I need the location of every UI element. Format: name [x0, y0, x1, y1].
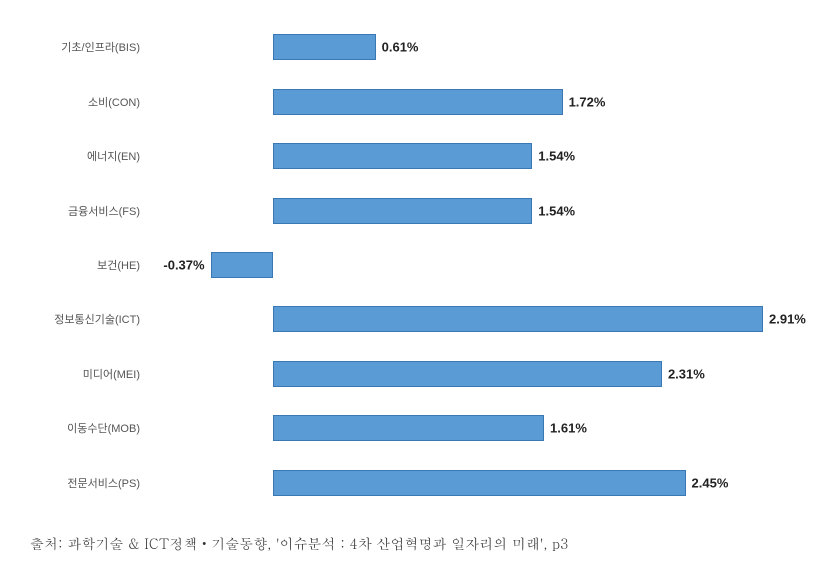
bar	[273, 198, 532, 224]
bar-row: 2.45%	[155, 470, 795, 496]
bar-value-label: 1.54%	[538, 149, 575, 164]
plot-area: 0.61% 1.72% 1.54% 1.54% -0.37% 2.91% 2.31% 1.61…	[155, 20, 795, 510]
y-axis-label: 이동수단(MOB)	[67, 420, 140, 436]
y-axis-labels: 기초/인프라(BIS) 소비(CON) 에너지(EN) 금융서비스(FS) 보건(HE)…	[10, 20, 150, 510]
bar-value-label: 1.61%	[550, 421, 587, 436]
bar-value-label: 1.54%	[538, 203, 575, 218]
bar-value-label: 0.61%	[382, 40, 419, 55]
bar-value-label: -0.37%	[163, 258, 204, 273]
bar-row: 1.61%	[155, 415, 795, 441]
bar	[273, 415, 544, 441]
bar-row: 2.31%	[155, 361, 795, 387]
bar-row: 2.91%	[155, 306, 795, 332]
y-axis-label: 미디어(MEI)	[83, 366, 140, 382]
bar-row: 1.54%	[155, 198, 795, 224]
bar	[211, 252, 273, 278]
bar-row: 0.61%	[155, 34, 795, 60]
bar	[273, 89, 563, 115]
y-axis-label: 전문서비스(PS)	[67, 475, 140, 491]
y-axis-label: 금융서비스(FS)	[68, 203, 140, 219]
source-note: 출처: 과학기술 & ICT정책・기술동향, '이슈분석 : 4차 산업혁명과 …	[30, 533, 800, 554]
bar-value-label: 1.72%	[569, 94, 606, 109]
bar-value-label: 2.31%	[668, 366, 705, 381]
bar-row: 1.54%	[155, 143, 795, 169]
bar	[273, 361, 662, 387]
bar-value-label: 2.45%	[692, 475, 729, 490]
bar	[273, 34, 376, 60]
bar	[273, 143, 532, 169]
bar-value-label: 2.91%	[769, 312, 806, 327]
bar	[273, 306, 763, 332]
y-axis-label: 에너지(EN)	[87, 148, 140, 164]
y-axis-label: 기초/인프라(BIS)	[61, 39, 140, 55]
y-axis-label: 정보통신기술(ICT)	[54, 311, 140, 327]
bar-row: -0.37%	[155, 252, 795, 278]
bar-row: 1.72%	[155, 89, 795, 115]
chart-area: 기초/인프라(BIS) 소비(CON) 에너지(EN) 금융서비스(FS) 보건(HE)…	[10, 20, 790, 510]
y-axis-label: 보건(HE)	[97, 257, 140, 273]
y-axis-label: 소비(CON)	[88, 94, 140, 110]
bar	[273, 470, 686, 496]
